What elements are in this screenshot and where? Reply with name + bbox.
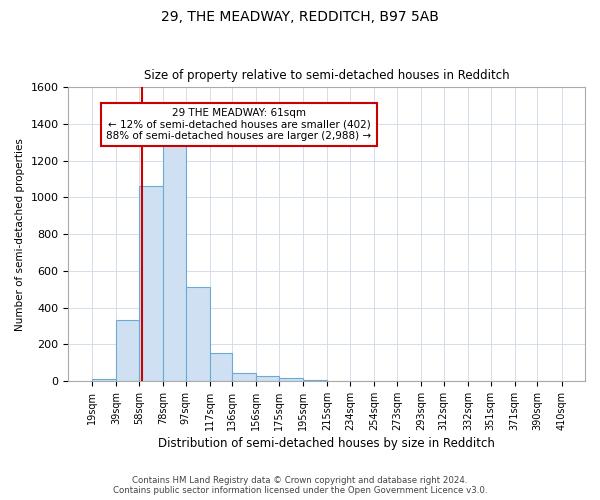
Bar — [303, 380, 328, 381]
Text: 29 THE MEADWAY: 61sqm
← 12% of semi-detached houses are smaller (402)
88% of sem: 29 THE MEADWAY: 61sqm ← 12% of semi-deta… — [106, 108, 371, 141]
Bar — [185, 288, 209, 381]
Y-axis label: Number of semi-detached properties: Number of semi-detached properties — [15, 138, 25, 330]
Text: Contains HM Land Registry data © Crown copyright and database right 2024.
Contai: Contains HM Land Registry data © Crown c… — [113, 476, 487, 495]
Bar — [209, 354, 232, 381]
Text: 29, THE MEADWAY, REDDITCH, B97 5AB: 29, THE MEADWAY, REDDITCH, B97 5AB — [161, 10, 439, 24]
Title: Size of property relative to semi-detached houses in Redditch: Size of property relative to semi-detach… — [144, 69, 509, 82]
Bar — [92, 379, 116, 381]
Bar — [256, 376, 279, 381]
Bar — [279, 378, 303, 381]
Bar — [139, 186, 163, 381]
Bar — [163, 144, 185, 381]
Bar — [232, 372, 256, 381]
X-axis label: Distribution of semi-detached houses by size in Redditch: Distribution of semi-detached houses by … — [158, 437, 495, 450]
Bar — [116, 320, 139, 381]
